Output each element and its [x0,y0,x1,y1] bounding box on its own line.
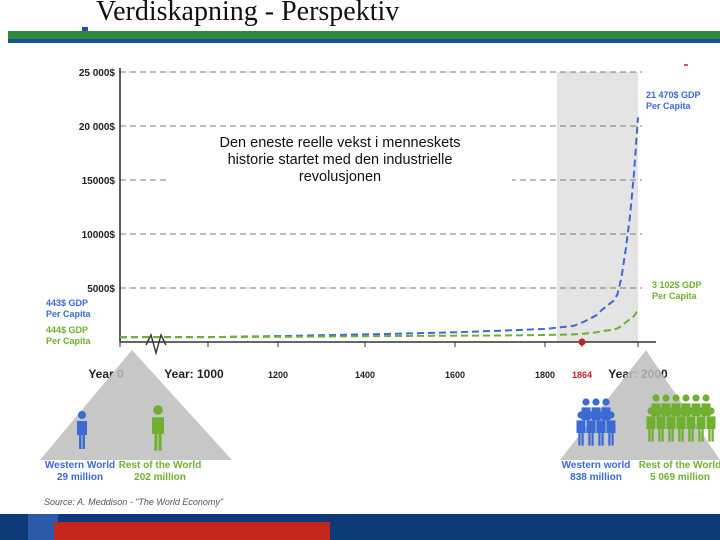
series-end-label: 3 102$ GDP [652,280,702,290]
x-tick-label: 1400 [355,370,375,380]
person-head [652,394,660,402]
person-head [607,411,615,419]
series-start-label: 444$ GDP [46,325,88,335]
person-icon [606,411,616,446]
y-tick-label: 5000$ [87,284,115,295]
person-head [662,394,670,402]
annotation-text: historie startet med den industrielle [228,152,453,168]
axis-break [145,333,167,356]
x-tick-label: 1200 [268,370,288,380]
person-icon [576,411,586,446]
person-icon [586,411,596,446]
population-label: 5 069 million [650,472,710,483]
person-icon [666,407,676,442]
person-head [153,405,163,415]
person-head [702,394,710,402]
person-body [152,417,164,451]
person-head [582,398,590,406]
population-label: 29 million [57,472,103,483]
annotation-text: revolusjonen [299,169,381,185]
series-end-label: Per Capita [652,291,698,301]
y-tick-label: 15000$ [82,176,116,187]
person-head [577,411,585,419]
person-icon [152,405,164,451]
series-end-label: 21 470$ GDP [646,90,701,100]
person-head [697,407,705,415]
x-tick-label: 1600 [445,370,465,380]
person-icon [686,407,696,442]
person-icon [676,407,686,442]
footer-bar [0,514,720,540]
person-body [676,416,686,442]
source-note: Source: A. Meddison - "The World Economy… [44,497,224,507]
person-icon [596,411,606,446]
person-head [592,398,600,406]
annotation-text: Den eneste reelle vekst i menneskets [220,135,461,151]
x-tick-label: 1800 [535,370,555,380]
y-tick-label: 25 000$ [79,68,116,79]
population-label: Western world [562,460,631,471]
x-tick-label: 1864 [572,370,592,380]
population-label: 202 million [134,472,186,483]
person-body [686,416,696,442]
person-head [677,407,685,415]
person-head [657,407,665,415]
person-body [706,416,716,442]
person-head [682,394,690,402]
series-end-label: Per Capita [646,101,692,111]
series-start-label: Per Capita [46,336,92,346]
series-start-label: 443$ GDP [46,298,88,308]
page-title: Verdiskapning - Perspektiv [96,0,400,27]
person-head [692,394,700,402]
y-tick-label: 10000$ [82,230,116,241]
x-tick-label: Year: 1000 [164,367,224,381]
series-western-line [119,117,639,339]
population-label: Western World [45,460,115,471]
person-head [602,398,610,406]
person-icon [706,407,716,442]
person-body [656,416,666,442]
person-body [596,420,606,446]
person-body [666,416,676,442]
cone-left [40,350,232,460]
person-icon [77,411,87,449]
population-label: Rest of the World [639,460,720,471]
person-head [667,407,675,415]
person-head [78,411,86,419]
series-start-label: Per Capita [46,309,92,319]
person-head [707,407,715,415]
marker-1864 [578,338,586,346]
person-body [696,416,706,442]
person-body [77,421,87,449]
shaded-region [557,72,638,342]
y-tick-label: 20 000$ [79,122,116,133]
person-head [587,411,595,419]
annotation-box [168,128,512,184]
person-head [672,394,680,402]
person-head [597,411,605,419]
person-body [576,420,586,446]
person-body [646,416,656,442]
person-head [687,407,695,415]
population-label: 838 million [570,472,622,483]
person-icon [696,407,706,442]
person-icon [656,407,666,442]
gdp-chart: 5000$10000$15000$20 000$25 000$Year 0 Yea… [40,64,720,483]
person-body [606,420,616,446]
person-head [647,407,655,415]
header-bar [0,27,720,43]
population-label: Rest of the World [119,460,202,471]
series-rest-line [119,309,639,339]
person-body [586,420,596,446]
person-icon [646,407,656,442]
